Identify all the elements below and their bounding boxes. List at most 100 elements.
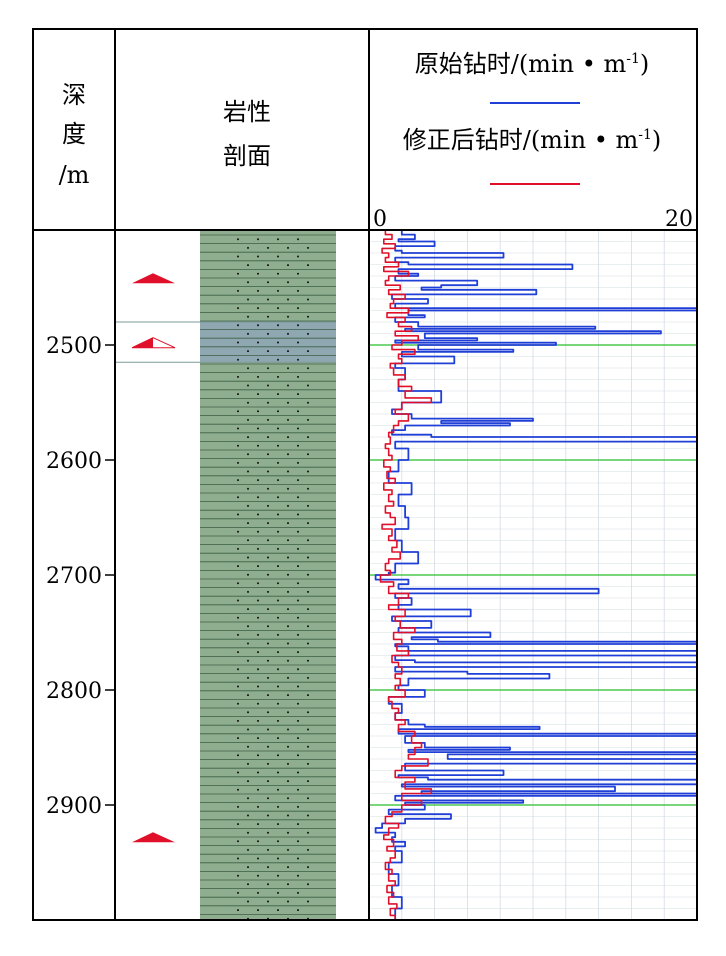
sand-grain-dot xyxy=(287,264,289,267)
corrected-series-label: 修正后钻时/(min • m-1) xyxy=(403,126,662,154)
sand-grain-dot xyxy=(307,246,309,249)
sand-grain-dot xyxy=(287,487,289,490)
sand-grain-dot xyxy=(277,289,279,292)
depth-label-2800: 2800 xyxy=(46,679,102,704)
sand-grain-dot xyxy=(267,504,269,507)
sand-grain-dot xyxy=(277,857,279,860)
sand-grain-dot xyxy=(307,814,309,817)
sand-grain-dot xyxy=(247,522,249,525)
sand-grain-dot xyxy=(237,599,239,602)
sand-grain-dot xyxy=(297,479,299,482)
sand-grain-dot xyxy=(307,694,309,697)
sand-grain-dot xyxy=(257,375,259,378)
sand-grain-dot xyxy=(307,797,309,800)
sand-grain-dot xyxy=(257,788,259,791)
sand-grain-dot xyxy=(267,900,269,903)
lithology-header-line2: 剖面 xyxy=(223,142,271,170)
sand-grain-dot xyxy=(297,565,299,568)
sand-grain-dot xyxy=(307,573,309,576)
sand-grain-dot xyxy=(287,298,289,301)
sand-grain-dot xyxy=(237,788,239,791)
sand-grain-dot xyxy=(277,393,279,396)
sand-grain-dot xyxy=(287,332,289,335)
sand-grain-dot xyxy=(297,737,299,740)
sand-grain-dot xyxy=(287,883,289,886)
sand-grain-dot xyxy=(307,418,309,421)
sand-grain-dot xyxy=(267,350,269,353)
sand-grain-dot xyxy=(277,410,279,413)
sand-grain-dot xyxy=(257,891,259,894)
sand-grain-dot xyxy=(237,754,239,757)
sand-grain-dot xyxy=(267,264,269,267)
sand-grain-dot xyxy=(247,659,249,662)
sand-grain-dot xyxy=(267,659,269,662)
sand-grain-dot xyxy=(247,539,249,542)
sand-grain-dot xyxy=(237,771,239,774)
sand-grain-dot xyxy=(237,341,239,344)
sand-grain-dot xyxy=(297,771,299,774)
sand-grain-dot xyxy=(287,780,289,783)
sand-grain-dot xyxy=(307,780,309,783)
sand-grain-dot xyxy=(307,590,309,593)
sand-grain-dot xyxy=(297,616,299,619)
sand-grain-dot xyxy=(257,324,259,327)
sand-grain-dot xyxy=(287,401,289,404)
sand-grain-dot xyxy=(257,719,259,722)
sand-grain-dot xyxy=(237,393,239,396)
sand-grain-dot xyxy=(247,418,249,421)
sand-grain-dot xyxy=(257,461,259,464)
sand-grain-dot xyxy=(247,367,249,370)
sand-grain-dot xyxy=(267,246,269,249)
depth-label-2500: 2500 xyxy=(46,334,102,359)
sand-grain-dot xyxy=(237,891,239,894)
sand-grain-dot xyxy=(287,900,289,903)
oil-show-triangle-3 xyxy=(132,832,175,843)
sand-grain-dot xyxy=(287,659,289,662)
sand-grain-dot xyxy=(307,900,309,903)
sand-grain-dot xyxy=(257,547,259,550)
sand-grain-dot xyxy=(297,788,299,791)
sand-grain-dot xyxy=(237,272,239,275)
sand-grain-dot xyxy=(297,410,299,413)
sand-grain-dot xyxy=(267,539,269,542)
sand-grain-dot xyxy=(247,711,249,714)
sand-grain-dot xyxy=(267,401,269,404)
sand-grain-dot xyxy=(257,754,259,757)
sand-grain-dot xyxy=(287,762,289,765)
sand-grain-dot xyxy=(297,891,299,894)
sand-grain-dot xyxy=(257,341,259,344)
sand-grain-dot xyxy=(237,565,239,568)
sand-grain-dot xyxy=(277,479,279,482)
sand-grain-dot xyxy=(257,840,259,843)
sand-grain-dot xyxy=(267,384,269,387)
sand-grain-dot xyxy=(237,461,239,464)
sand-grain-dot xyxy=(277,823,279,826)
sand-grain-dot xyxy=(287,504,289,507)
sand-grain-dot xyxy=(297,496,299,499)
sand-grain-dot xyxy=(247,608,249,611)
sand-grain-dot xyxy=(277,324,279,327)
sand-grain-dot xyxy=(297,582,299,585)
sand-grain-dot xyxy=(277,599,279,602)
sand-grain-dot xyxy=(237,582,239,585)
sand-grain-dot xyxy=(307,625,309,628)
sand-grain-dot xyxy=(277,496,279,499)
sand-grain-dot xyxy=(267,797,269,800)
oil-show-triangle-1 xyxy=(132,273,175,284)
sand-grain-dot xyxy=(257,599,259,602)
value-axis-min-label: 0 xyxy=(373,207,387,232)
sand-grain-dot xyxy=(267,281,269,284)
sand-grain-dot xyxy=(237,479,239,482)
sand-grain-dot xyxy=(247,332,249,335)
sand-grain-dot xyxy=(297,393,299,396)
sand-grain-dot xyxy=(307,350,309,353)
sand-grain-dot xyxy=(257,651,259,654)
sand-grain-dot xyxy=(247,745,249,748)
sand-grain-dot xyxy=(247,350,249,353)
sand-grain-dot xyxy=(247,797,249,800)
sand-grain-dot xyxy=(307,883,309,886)
depth-header-line1: 深 xyxy=(62,81,86,109)
sand-grain-dot xyxy=(307,762,309,765)
sand-grain-dot xyxy=(307,367,309,370)
sand-grain-dot xyxy=(257,582,259,585)
